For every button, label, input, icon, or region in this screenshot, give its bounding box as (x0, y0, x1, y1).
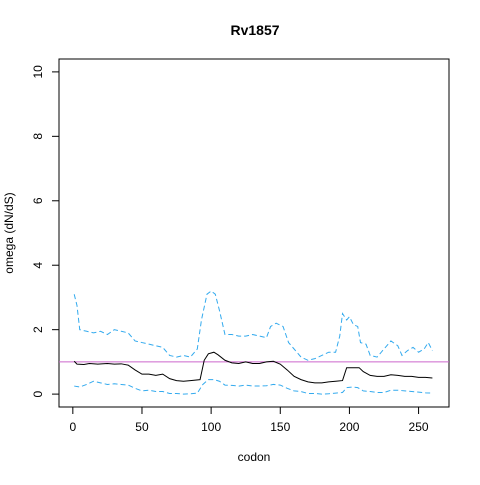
chart-title: Rv1857 (230, 22, 279, 38)
y-tick-label: 10 (31, 65, 45, 79)
y-tick-label: 2 (31, 326, 45, 333)
y-tick-label: 0 (31, 390, 45, 397)
plot-frame (58, 58, 450, 408)
x-tick-label: 50 (135, 420, 149, 434)
y-axis: 0 2 4 6 8 10 (31, 65, 60, 397)
series-line-estimate (73, 351, 433, 384)
y-axis-label: omega (dN/dS) (2, 192, 16, 273)
y-tick-label: 8 (31, 133, 45, 140)
x-tick-label: 200 (339, 420, 359, 434)
y-tick-label: 4 (31, 262, 45, 269)
series-line-lower (74, 379, 433, 395)
x-axis: 0 50 100 150 200 250 (69, 406, 429, 434)
x-tick-label: 150 (270, 420, 290, 434)
series-line-upper (73, 290, 433, 361)
x-axis-label: codon (238, 450, 271, 464)
y-tick-label: 6 (31, 197, 45, 204)
series-layer (59, 290, 449, 395)
x-tick-label: 100 (201, 420, 221, 434)
x-tick-label: 250 (409, 420, 429, 434)
x-tick-label: 0 (69, 420, 76, 434)
